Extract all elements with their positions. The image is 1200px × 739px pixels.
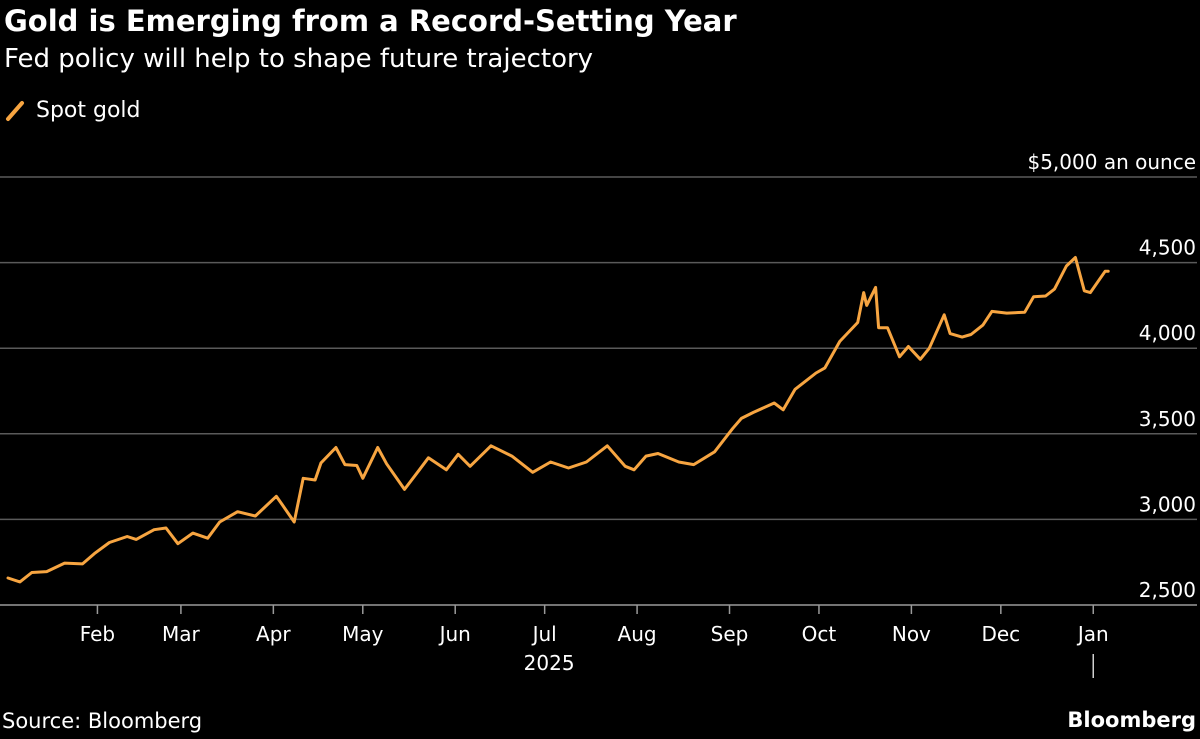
- x-tick-label: May: [342, 622, 384, 646]
- y-tick-label: 3,000: [1139, 492, 1196, 516]
- chart-subtitle: Fed policy will help to shape future tra…: [4, 44, 594, 74]
- x-year-label: 2025: [524, 651, 575, 675]
- legend: Spot gold: [4, 98, 141, 123]
- x-tick-label: Oct: [802, 622, 837, 646]
- y-tick-label: $5,000 an ounce: [1027, 150, 1196, 174]
- y-tick-label: 4,500: [1139, 236, 1196, 260]
- x-tick-label: Aug: [618, 622, 657, 646]
- y-tick-label: 2,500: [1139, 578, 1196, 602]
- series-line-spot-gold: [6, 256, 1110, 584]
- y-tick-label: 3,500: [1139, 407, 1196, 431]
- x-tick-label: Dec: [981, 622, 1020, 646]
- x-tick-label: Jun: [438, 622, 471, 646]
- legend-line-icon: [6, 100, 24, 121]
- y-tick-label: 4,000: [1139, 321, 1196, 345]
- chart-title: Gold is Emerging from a Record-Setting Y…: [4, 4, 737, 38]
- source-note: Source: Bloomberg: [2, 709, 203, 733]
- legend-label: Spot gold: [36, 98, 141, 123]
- x-tick-label: Jul: [531, 622, 557, 646]
- brand-logo-text: Bloomberg: [1067, 708, 1196, 732]
- x-tick-label: Mar: [162, 622, 201, 646]
- x-tick-label: Sep: [711, 622, 749, 646]
- x-tick-label: Nov: [892, 622, 931, 646]
- x-tick-label: Jan: [1076, 622, 1109, 646]
- x-tick-label: Apr: [256, 622, 291, 646]
- x-tick-label: Feb: [80, 622, 115, 646]
